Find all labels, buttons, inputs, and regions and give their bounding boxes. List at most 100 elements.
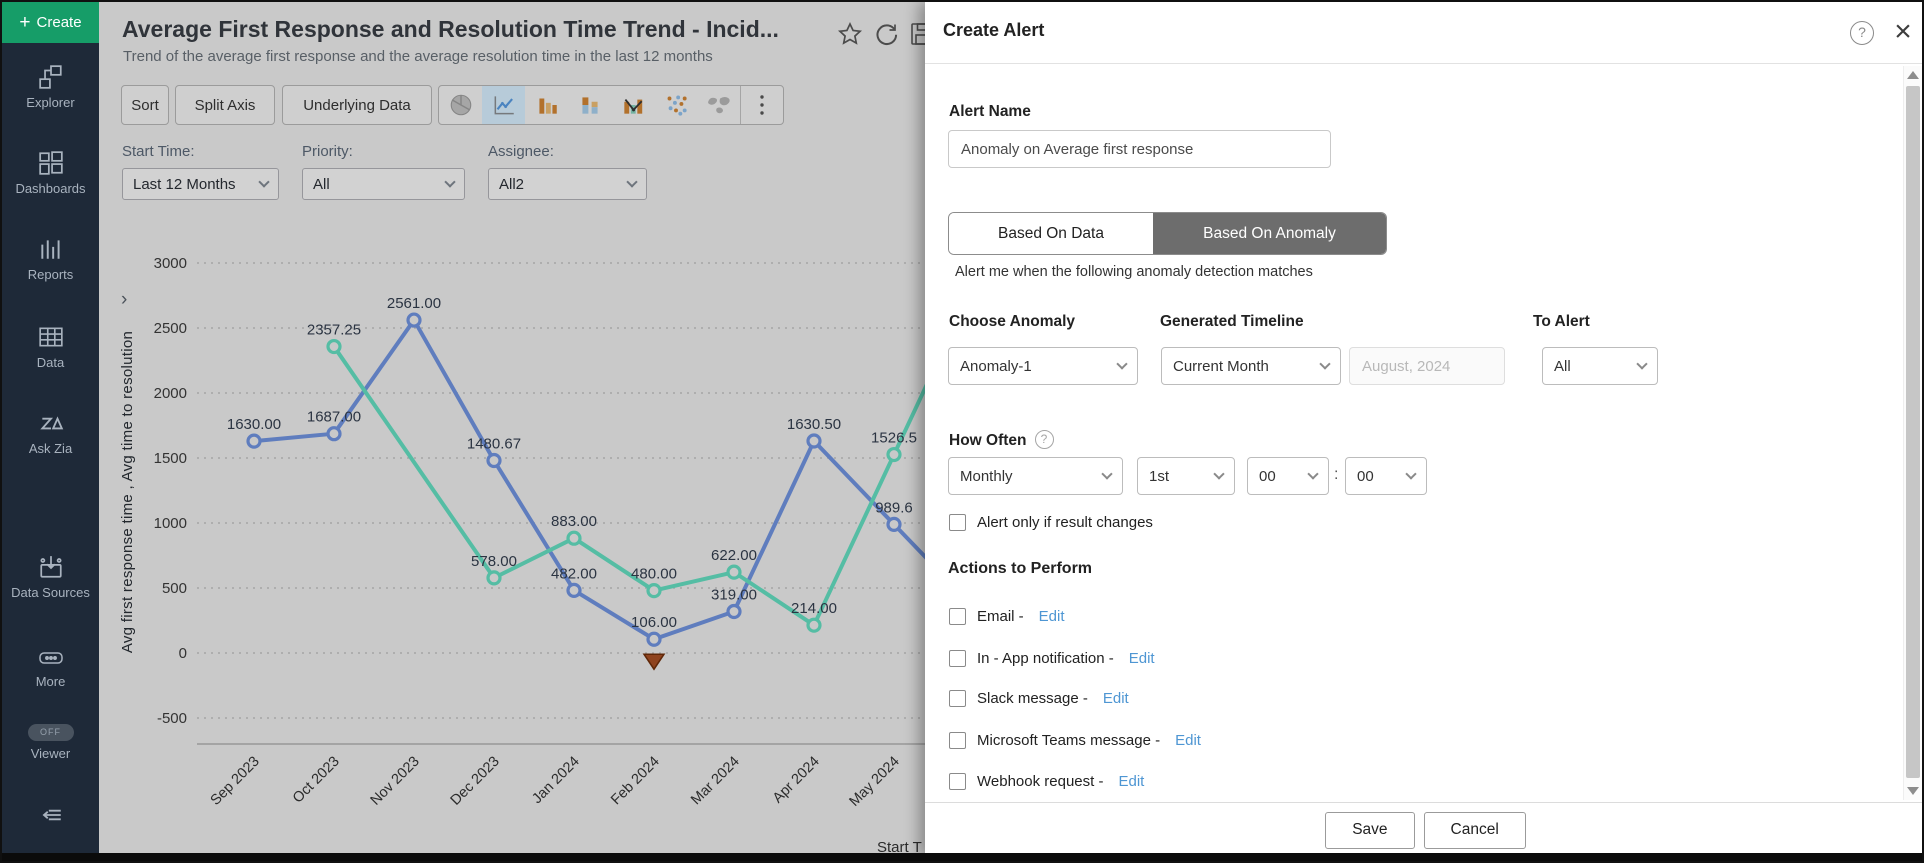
filter-assignee: Assignee: All2 [488, 143, 647, 200]
dashboards-icon [38, 151, 63, 175]
start-time-select[interactable]: Last 12 Months [122, 168, 279, 200]
data-icon [38, 327, 63, 347]
chart-type-pie[interactable] [439, 86, 482, 124]
sidebar-item-data-sources[interactable]: Data Sources [2, 554, 99, 600]
scatter-plot-icon [667, 95, 687, 116]
minute-value: 00 [1357, 467, 1374, 485]
chevron-down-icon [1116, 358, 1128, 370]
assignee-select[interactable]: All2 [488, 168, 647, 200]
svg-text:3000: 3000 [154, 255, 187, 272]
webhook-edit-link[interactable]: Edit [1118, 773, 1145, 790]
day-value: 1st [1149, 467, 1170, 485]
webhook-checkbox[interactable] [949, 773, 966, 790]
timeline-month-input [1349, 347, 1505, 385]
sidebar-item-ask-zia[interactable]: Ask Zia [2, 410, 99, 456]
chevron-down-icon [1307, 468, 1319, 480]
teams-edit-link[interactable]: Edit [1175, 732, 1201, 749]
save-icon[interactable] [909, 21, 925, 47]
create-button[interactable]: + Create [2, 2, 99, 43]
cancel-button[interactable]: Cancel [1423, 811, 1526, 849]
svg-text:Oct 2023: Oct 2023 [290, 754, 343, 807]
bar-chart-icon [538, 98, 557, 114]
slack-checkbox[interactable] [949, 690, 966, 707]
close-icon[interactable]: × [1894, 15, 1912, 48]
hour-select[interactable]: 00 [1247, 457, 1329, 495]
to-alert-select[interactable]: All [1542, 347, 1658, 385]
svg-text:989.6: 989.6 [875, 499, 913, 516]
svg-text:1480.67: 1480.67 [467, 436, 521, 453]
svg-text:Avg first response time , Avg: Avg first response time , Avg time to re… [119, 331, 136, 653]
email-checkbox[interactable] [949, 608, 966, 625]
scrollbar-thumb[interactable] [1906, 86, 1920, 778]
panel-scrollbar[interactable] [1903, 66, 1922, 800]
teams-checkbox[interactable] [949, 732, 966, 749]
refresh-icon[interactable] [873, 21, 899, 47]
report-title: Average First Response and Resolution Ti… [122, 16, 779, 42]
how-often-help-icon[interactable]: ? [1034, 430, 1054, 449]
scroll-down-icon[interactable] [1907, 787, 1919, 795]
alert-only-if-changes-row: Alert only if result changes [949, 514, 1153, 531]
collapse-sidebar-button[interactable] [2, 802, 99, 833]
tab-based-on-data[interactable]: Based On Data [949, 213, 1153, 254]
ask-zia-icon [39, 416, 63, 430]
help-icon[interactable]: ? [1850, 21, 1874, 45]
assignee-value: All2 [499, 175, 525, 193]
chart-type-bar[interactable] [525, 86, 568, 124]
chart-type-stacked-bar[interactable] [568, 86, 611, 124]
frequency-select[interactable]: Monthly [948, 457, 1123, 495]
sidebar-item-more[interactable]: More [2, 647, 99, 689]
svg-text:319.00: 319.00 [711, 587, 757, 604]
scroll-up-icon[interactable] [1907, 71, 1919, 79]
svg-text:1630.50: 1630.50 [787, 416, 841, 433]
create-alert-panel: Create Alert ? × Alert Name Based On Dat… [925, 2, 1922, 857]
sidebar-item-dashboards[interactable]: Dashboards [2, 150, 99, 196]
collapse-arrow-icon [42, 809, 61, 821]
choose-anomaly-select[interactable]: Anomaly-1 [948, 347, 1138, 385]
tab-based-on-anomaly[interactable]: Based On Anomaly [1153, 213, 1386, 254]
in-app-edit-link[interactable]: Edit [1128, 650, 1155, 667]
action-row-in-app: In - App notification - Edit [949, 650, 1155, 667]
slack-edit-link[interactable]: Edit [1102, 690, 1129, 707]
viewer-toggle-pill[interactable]: OFF [27, 724, 74, 741]
save-button[interactable]: Save [1325, 811, 1415, 849]
map-chart-icon [707, 96, 730, 114]
report-subtitle: Trend of the average first response and … [123, 48, 713, 65]
svg-text:2500: 2500 [154, 320, 187, 337]
viewer-toggle[interactable]: OFF Viewer [2, 724, 99, 761]
chart-type-bar-line[interactable] [611, 86, 654, 124]
star-icon[interactable] [837, 21, 863, 47]
hour-value: 00 [1259, 467, 1276, 485]
svg-text:Feb 2024: Feb 2024 [608, 754, 663, 809]
sidebar-item-explorer[interactable]: Explorer [2, 64, 99, 110]
sidebar-item-data[interactable]: Data [2, 324, 99, 370]
underlying-data-button[interactable]: Underlying Data [282, 85, 432, 125]
svg-text:0: 0 [179, 645, 187, 662]
chevron-down-icon [258, 176, 270, 188]
in-app-checkbox[interactable] [949, 650, 966, 667]
chevron-down-icon [444, 176, 456, 188]
frequency-value: Monthly [960, 467, 1013, 485]
split-axis-button[interactable]: Split Axis [175, 85, 275, 125]
pie-chart-icon [450, 94, 471, 116]
generated-timeline-select[interactable]: Current Month [1161, 347, 1341, 385]
sort-button[interactable]: Sort [121, 85, 169, 125]
panel-footer: Save Cancel [925, 802, 1922, 857]
sidebar-item-reports[interactable]: Reports [2, 236, 99, 282]
chart-type-scatter[interactable] [654, 86, 697, 124]
svg-text:Start T: Start T [877, 839, 922, 856]
day-select[interactable]: 1st [1137, 457, 1235, 495]
trend-chart[interactable]: 3000 2500 2000 1500 1000 500 0 -500 Sep 2023 Oct … [99, 2, 925, 857]
email-edit-link[interactable]: Edit [1038, 608, 1065, 625]
filter-label: Start Time: [122, 143, 195, 160]
alert-name-input[interactable] [948, 130, 1331, 168]
priority-select[interactable]: All [302, 168, 465, 200]
alert-only-checkbox[interactable] [949, 514, 966, 531]
svg-text:Dec 2023: Dec 2023 [448, 754, 503, 809]
chart-type-map[interactable] [697, 86, 740, 124]
chevron-down-icon [1213, 468, 1225, 480]
minute-select[interactable]: 00 [1345, 457, 1427, 495]
svg-text:622.00: 622.00 [711, 547, 757, 564]
toolbar-more-button[interactable] [740, 86, 783, 124]
chart-type-line[interactable] [482, 86, 525, 124]
how-often-label: How Often? [949, 430, 1054, 450]
